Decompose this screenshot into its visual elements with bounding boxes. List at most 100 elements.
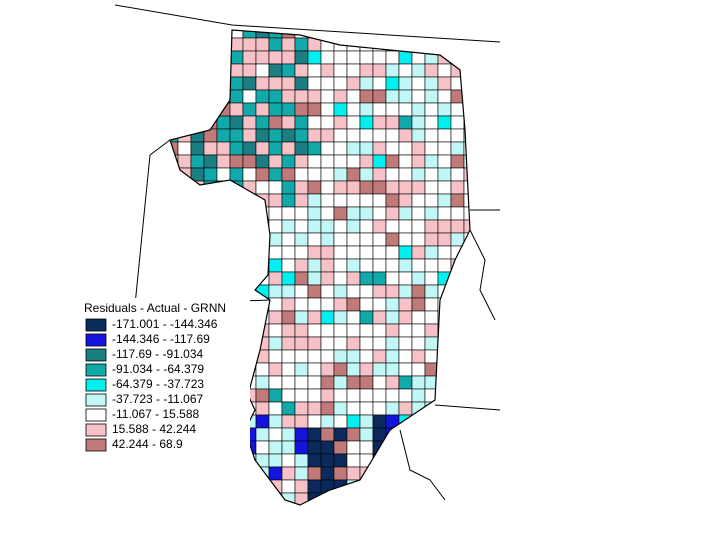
county [242, 50, 257, 65]
county [190, 50, 205, 65]
county [170, 284, 179, 299]
county [294, 336, 309, 351]
county [463, 297, 470, 312]
county [333, 336, 348, 351]
county [450, 466, 465, 481]
county [320, 375, 335, 390]
county [346, 180, 361, 195]
county [477, 103, 490, 116]
county [229, 102, 244, 117]
county [424, 284, 439, 299]
county [268, 206, 283, 221]
county [372, 193, 387, 208]
county [255, 76, 270, 91]
county [424, 63, 439, 78]
county [385, 453, 400, 468]
county [463, 115, 470, 130]
county [307, 336, 322, 351]
county [346, 193, 361, 208]
county [333, 362, 348, 377]
county [359, 336, 374, 351]
county [463, 271, 470, 286]
county [424, 245, 439, 260]
county [398, 37, 413, 52]
county [177, 492, 192, 505]
county [411, 284, 426, 299]
county [398, 453, 413, 468]
county [398, 375, 413, 390]
county [477, 272, 490, 285]
county [203, 154, 218, 169]
county [333, 102, 348, 117]
county [170, 271, 179, 286]
county [437, 349, 452, 364]
county [359, 76, 374, 91]
county [170, 63, 179, 78]
legend-swatch [85, 408, 107, 422]
county [320, 232, 335, 247]
county [411, 63, 426, 78]
county [307, 206, 322, 221]
county [463, 479, 470, 494]
county [268, 362, 283, 377]
county [320, 271, 335, 286]
county [242, 154, 257, 169]
county [255, 50, 270, 65]
county [372, 362, 387, 377]
county [450, 375, 465, 390]
county [451, 506, 464, 519]
county [242, 180, 257, 195]
county [203, 245, 218, 260]
county [385, 76, 400, 91]
county [398, 154, 413, 169]
county [424, 492, 439, 505]
county [320, 154, 335, 169]
county [308, 506, 321, 519]
county [450, 349, 465, 364]
county [190, 479, 205, 494]
county [359, 258, 374, 273]
county [255, 128, 270, 143]
county [437, 180, 452, 195]
county [398, 50, 413, 65]
county [398, 336, 413, 351]
county [255, 440, 270, 455]
county [346, 271, 361, 286]
county [477, 116, 490, 129]
county [425, 506, 438, 519]
county [411, 466, 426, 481]
county [385, 375, 400, 390]
county [177, 154, 192, 169]
county [463, 206, 470, 221]
county [346, 232, 361, 247]
county [307, 284, 322, 299]
county [359, 180, 374, 195]
county [437, 115, 452, 130]
county [242, 206, 257, 221]
county [229, 479, 244, 494]
county [268, 453, 283, 468]
county [437, 414, 452, 429]
county [281, 375, 296, 390]
county [190, 232, 205, 247]
county [359, 440, 374, 455]
county [281, 323, 296, 338]
county [170, 245, 179, 260]
county [242, 284, 257, 299]
county [268, 37, 283, 52]
county [190, 258, 205, 273]
county [385, 30, 400, 39]
county [346, 102, 361, 117]
county [307, 375, 322, 390]
county [437, 440, 452, 455]
county [372, 180, 387, 195]
county [463, 76, 470, 91]
county [216, 154, 231, 169]
county [307, 180, 322, 195]
county [320, 128, 335, 143]
county [307, 154, 322, 169]
county [359, 50, 374, 65]
county [437, 245, 452, 260]
county [294, 414, 309, 429]
county [372, 297, 387, 312]
